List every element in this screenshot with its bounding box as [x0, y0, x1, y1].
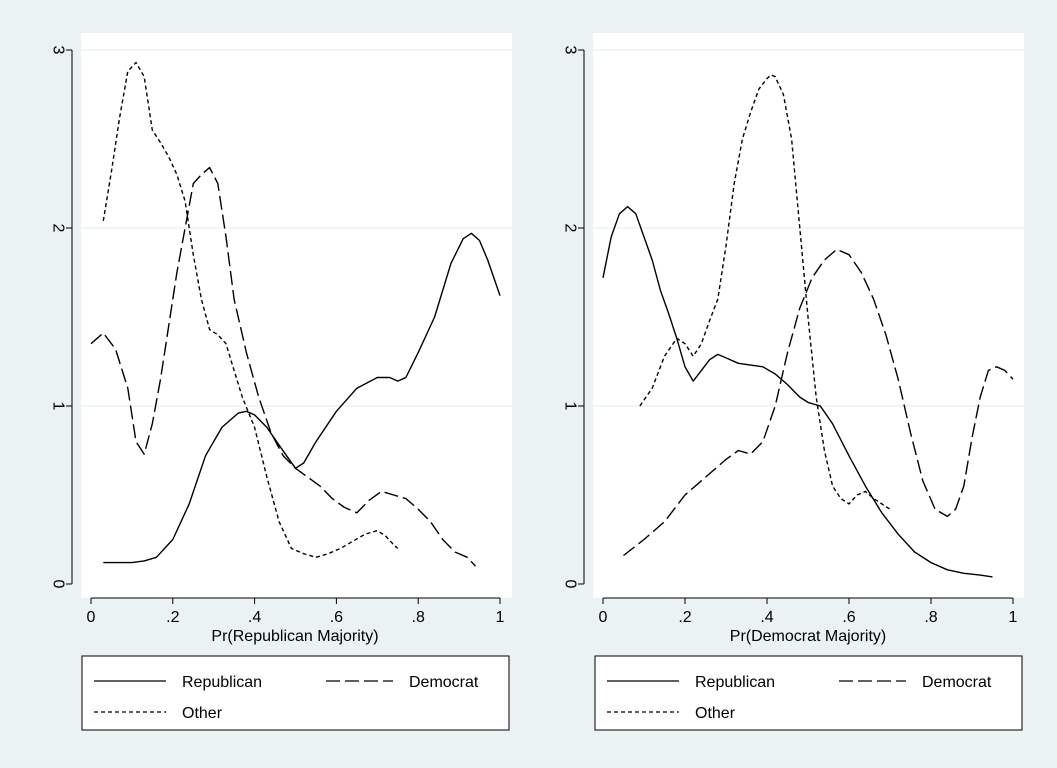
legend-label-other-right: Other — [695, 705, 736, 722]
y-tick-label-left-0: 0 — [49, 580, 66, 589]
series-line-other-left — [102, 61, 399, 558]
x-tick-label-right-4: .8 — [924, 609, 937, 626]
x-tick-label-right-2: .4 — [760, 609, 773, 626]
y-axis-right: 0 1 2 3 — [561, 46, 585, 589]
legend-label-other-left: Other — [182, 705, 223, 722]
x-tick-label-right-1: .2 — [678, 609, 691, 626]
legend-box-left — [81, 655, 510, 731]
series-line-republican-left — [103, 232, 501, 564]
series-line-other-right — [639, 74, 891, 510]
series-line-republican-right — [602, 205, 993, 578]
legend-left: Republican Democrat Other — [81, 655, 510, 731]
legend-label-republican-left: Republican — [182, 674, 262, 691]
y-tick-label-right-2: 2 — [561, 224, 578, 233]
x-axis-right: 0 .2 .4 .6 .8 1 — [599, 597, 1018, 626]
y-tick-label-left-2: 2 — [49, 224, 66, 233]
x-tick-label-left-5: 1 — [496, 609, 505, 626]
panel-democrat: 0 1 2 3 0 .2 .4 .6 .8 1 Pr(Democrat Majority) Re… — [561, 33, 1024, 731]
x-axis-left: 0 .2 .4 .6 .8 1 — [87, 597, 505, 626]
y-tick-label-right-0: 0 — [561, 580, 578, 589]
plot-area-left — [81, 33, 512, 598]
x-tick-label-right-3: .6 — [842, 609, 855, 626]
x-axis-title-left: Pr(Republican Majority) — [211, 628, 378, 645]
series-line-democrat-left — [90, 166, 477, 567]
x-tick-label-left-0: 0 — [87, 609, 96, 626]
y-tick-label-left-1: 1 — [49, 402, 66, 411]
legend-right: Republican Democrat Other — [594, 655, 1023, 731]
x-tick-label-right-5: 1 — [1009, 609, 1018, 626]
x-tick-label-left-2: .4 — [248, 609, 261, 626]
x-tick-label-left-4: .8 — [412, 609, 425, 626]
y-tick-label-left-3: 3 — [49, 46, 66, 55]
gridlines-right — [593, 49, 1024, 407]
x-tick-label-left-3: .6 — [330, 609, 343, 626]
series-right — [602, 74, 1014, 578]
y-axis-left: 0 1 2 3 — [49, 46, 73, 589]
x-axis-title-right: Pr(Democrat Majority) — [730, 628, 886, 645]
x-tick-label-right-0: 0 — [599, 609, 608, 626]
legend-box-right — [594, 655, 1023, 731]
y-tick-label-right-1: 1 — [561, 402, 578, 411]
legend-label-democrat-right: Democrat — [922, 674, 992, 691]
y-tick-label-right-3: 3 — [561, 46, 578, 55]
series-left — [90, 61, 501, 567]
legend-label-democrat-left: Democrat — [409, 674, 479, 691]
legend-label-republican-right: Republican — [695, 674, 775, 691]
gridlines-left — [81, 49, 512, 407]
series-line-democrat-right — [623, 248, 1014, 557]
x-tick-label-left-1: .2 — [166, 609, 179, 626]
